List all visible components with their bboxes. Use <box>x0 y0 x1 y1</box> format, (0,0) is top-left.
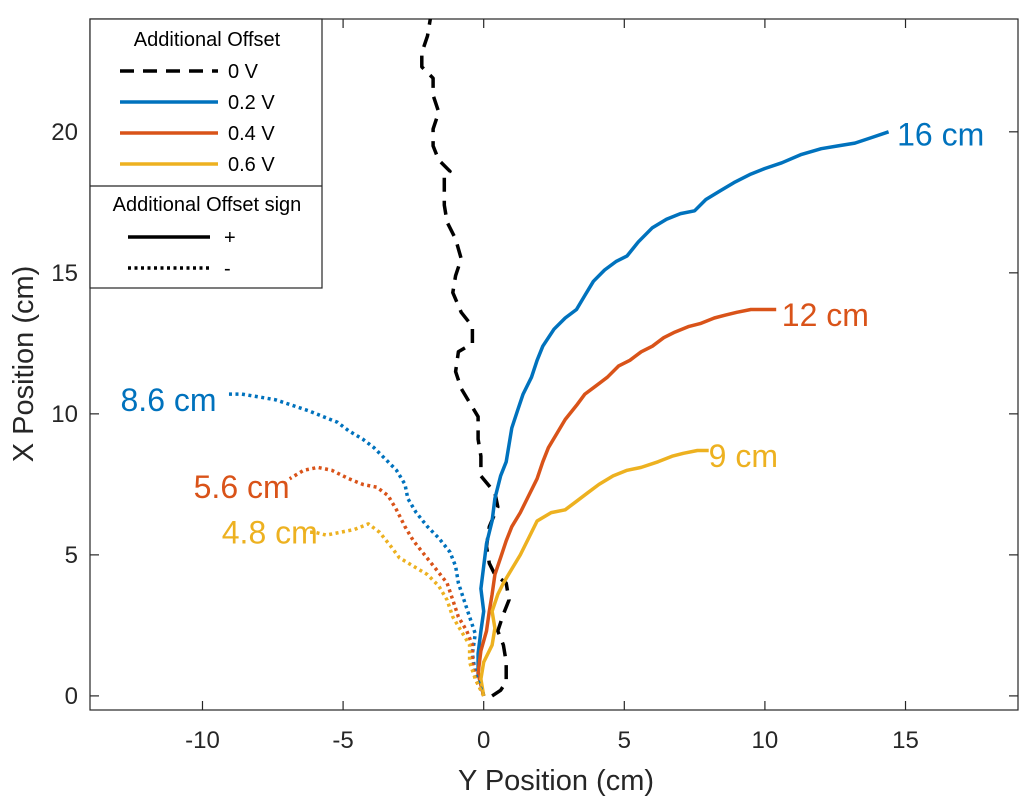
x-tick-label: -10 <box>185 727 220 754</box>
annotation-label: 8.6 cm <box>121 382 217 418</box>
legend-title: Additional Offset <box>134 29 281 51</box>
legend: Additional Offset 0 V 0.2 V 0.4 V 0.6 V Add… <box>89 18 323 289</box>
x-tick-label: 5 <box>618 727 631 754</box>
annotation-label: 9 cm <box>709 438 778 474</box>
y-axis-title: X Position (cm) <box>8 266 40 463</box>
legend-entries: 0 V 0.2 V 0.4 V 0.6 V <box>120 61 275 176</box>
x-tick-label: -5 <box>332 727 353 754</box>
legend-label: 0.4 V <box>228 123 275 145</box>
legend-sign-title: Additional Offset sign <box>113 194 302 216</box>
y-tick-label: 10 <box>51 401 78 428</box>
series-line-0-2-v-positive <box>476 130 890 697</box>
annotation-label: 16 cm <box>897 117 984 153</box>
y-tick-label: 5 <box>65 542 78 569</box>
annotation-label: 4.8 cm <box>222 514 318 550</box>
x-tick-label: 0 <box>477 727 490 754</box>
series-line-0-6-v-negative <box>306 522 486 697</box>
y-tick-label: 15 <box>51 260 78 287</box>
annotation-label: 12 cm <box>782 297 869 333</box>
series-line-0-4-v-positive <box>476 307 777 697</box>
legend-sign-label: + <box>224 227 236 249</box>
series-line-0-4-v-negative <box>288 465 486 697</box>
legend-sign-entries: +- <box>128 227 236 280</box>
x-axis-title: Y Position (cm) <box>458 765 654 797</box>
annotation-layer: 16 cm 12 cm 9 cm 8.6 cm 5.6 cm 4.8 cm <box>121 117 985 551</box>
legend-label: 0 V <box>228 61 259 83</box>
series-line-0-v <box>420 18 511 698</box>
legend-label: 0.2 V <box>228 92 275 114</box>
legend-box <box>89 18 323 289</box>
y-tick-label: 20 <box>51 119 78 146</box>
legend-label: 0.6 V <box>228 154 275 176</box>
ticks-layer: -10 -5 0 5 10 15 0 5 10 15 20 <box>51 19 1018 754</box>
x-tick-label: 10 <box>752 727 779 754</box>
series-layer <box>227 18 890 698</box>
annotation-label: 5.6 cm <box>194 469 290 505</box>
y-tick-label: 0 <box>65 683 78 710</box>
series-line-0-6-v-positive <box>479 448 709 697</box>
legend-sign-label: - <box>224 258 231 280</box>
x-tick-label: 15 <box>892 727 919 754</box>
